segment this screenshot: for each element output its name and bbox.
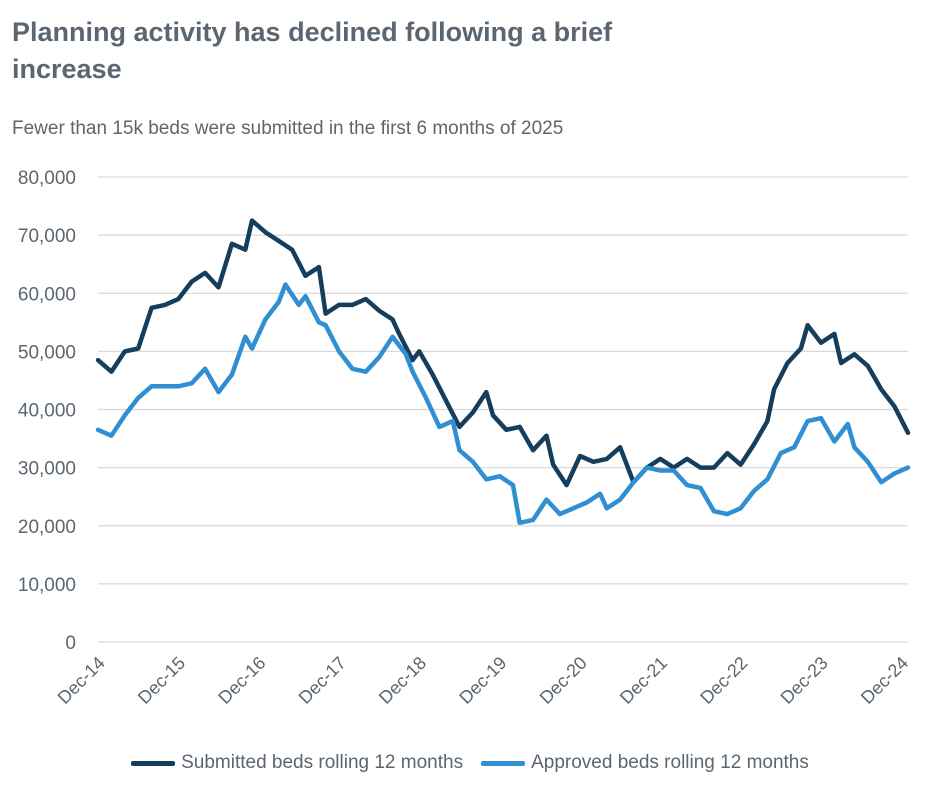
gridlines — [98, 176, 908, 643]
y-tick-label: 0 — [65, 633, 76, 654]
x-tick-label: Dec-14 — [54, 653, 109, 708]
series-lines — [95, 218, 911, 526]
legend: Submitted beds rolling 12 months Approve… — [0, 752, 940, 774]
y-tick-label: 30,000 — [18, 459, 76, 480]
x-tick-label: Dec-17 — [295, 653, 350, 708]
y-axis-ticks: 0 10,000 20,000 30,000 40,000 50,000 60,000 70,… — [18, 168, 76, 654]
x-tick-label: Dec-18 — [375, 653, 430, 708]
series-line-approved — [95, 282, 911, 526]
y-tick-label: 40,000 — [18, 401, 76, 422]
y-tick-label: 70,000 — [18, 226, 76, 247]
y-tick-label: 50,000 — [18, 342, 76, 363]
series-line-submitted — [95, 218, 911, 488]
x-tick-label: Dec-21 — [616, 653, 671, 708]
x-tick-label: Dec-19 — [455, 653, 510, 708]
legend-label-submitted: Submitted beds rolling 12 months — [181, 752, 464, 773]
legend-item-approved[interactable]: Approved beds rolling 12 months — [481, 752, 809, 774]
y-tick-label: 80,000 — [18, 168, 76, 189]
legend-swatch-approved — [481, 760, 526, 766]
x-axis-ticks: Dec-14 Dec-15 Dec-16 Dec-17 Dec-18 Dec-19 Dec-… — [54, 653, 912, 708]
x-tick-label: Dec-16 — [214, 653, 269, 708]
x-tick-label: Dec-23 — [777, 653, 832, 708]
x-tick-label: Dec-20 — [536, 653, 591, 708]
line-chart: 0 10,000 20,000 30,000 40,000 50,000 60,000 70,… — [18, 168, 912, 708]
y-tick-label: 10,000 — [18, 575, 76, 596]
y-tick-label: 20,000 — [18, 517, 76, 538]
legend-item-submitted[interactable]: Submitted beds rolling 12 months — [131, 752, 463, 774]
legend-label-approved: Approved beds rolling 12 months — [531, 752, 809, 773]
x-tick-label: Dec-15 — [134, 653, 189, 708]
x-tick-label: Dec-22 — [696, 653, 751, 708]
chart-subtitle: Fewer than 15k beds were submitted in th… — [12, 118, 564, 139]
x-tick-label: Dec-24 — [857, 653, 912, 708]
chart-title: Planning activity has declined following… — [12, 17, 613, 84]
y-tick-label: 60,000 — [18, 284, 76, 305]
legend-swatch-submitted — [131, 760, 176, 766]
